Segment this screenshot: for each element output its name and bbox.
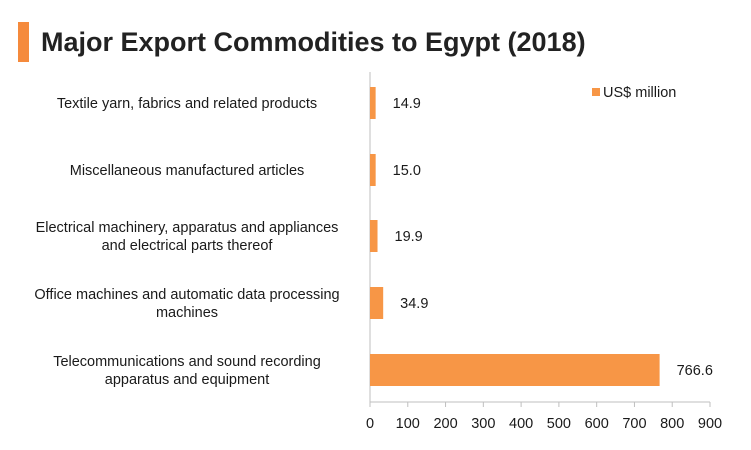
category-label: machines — [156, 305, 218, 321]
category-label: Office machines and automatic data proce… — [34, 287, 339, 303]
x-tick-label: 400 — [509, 416, 533, 432]
x-tick-label: 100 — [396, 416, 420, 432]
category-label: Miscellaneous manufactured articles — [70, 163, 305, 179]
data-label: 15.0 — [393, 163, 421, 179]
x-tick-label: 0 — [366, 416, 374, 432]
category-label: apparatus and equipment — [105, 372, 269, 388]
bar — [370, 287, 384, 319]
category-label: and electrical parts thereof — [102, 238, 274, 254]
x-tick-label: 700 — [622, 416, 646, 432]
bar — [370, 154, 376, 186]
category-label: Textile yarn, fabrics and related produc… — [57, 96, 317, 112]
bar — [370, 354, 660, 386]
category-label: Telecommunications and sound recording — [53, 354, 321, 370]
data-label: 34.9 — [400, 296, 428, 312]
x-tick-label: 600 — [585, 416, 609, 432]
x-tick-label: 200 — [433, 416, 457, 432]
legend-label: US$ million — [603, 85, 676, 101]
x-tick-label: 800 — [660, 416, 684, 432]
chart-title: Major Export Commodities to Egypt (2018) — [41, 26, 586, 57]
x-tick-label: 500 — [547, 416, 571, 432]
title-accent-bar — [18, 22, 29, 62]
bar — [370, 87, 376, 119]
category-label: Electrical machinery, apparatus and appl… — [36, 220, 339, 236]
bar — [370, 220, 378, 252]
title-block: Major Export Commodities to Egypt (2018) — [18, 20, 586, 64]
data-label: 14.9 — [393, 96, 421, 112]
data-label: 766.6 — [677, 363, 713, 379]
x-tick-label: 900 — [698, 416, 722, 432]
legend-swatch — [592, 88, 600, 96]
data-label: 19.9 — [395, 229, 423, 245]
x-tick-label: 300 — [471, 416, 495, 432]
